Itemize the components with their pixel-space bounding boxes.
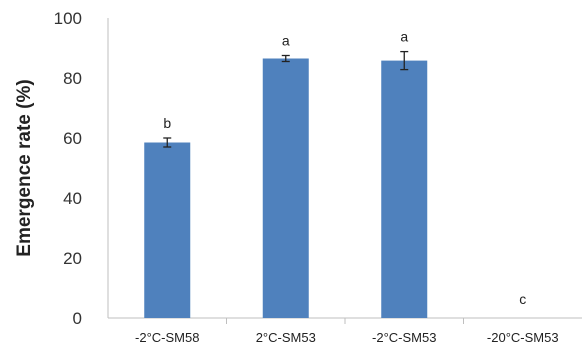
significance-letter: b — [163, 115, 171, 131]
significance-letter: a — [282, 33, 290, 49]
bar — [262, 58, 309, 318]
y-tick-label: 0 — [73, 309, 82, 328]
y-tick-label: 100 — [54, 9, 82, 28]
y-tick-labels: 0 20 40 60 80 100 — [54, 9, 82, 328]
y-tick-label: 40 — [63, 189, 82, 208]
significance-letter: a — [400, 29, 408, 45]
category-label: -20°C-SM53 — [487, 330, 559, 345]
bars-group — [144, 58, 428, 318]
bar — [381, 60, 428, 318]
error-bars-group — [163, 50, 409, 148]
category-label: 2°C-SM53 — [256, 330, 316, 345]
bar — [144, 142, 191, 318]
category-label: -2°C-SM58 — [135, 330, 199, 345]
significance-letter: c — [519, 291, 526, 307]
y-axis-title: Emergence rate (%) — [14, 79, 35, 256]
y-tick-label: 80 — [63, 69, 82, 88]
category-label: -2°C-SM53 — [372, 330, 436, 345]
significance-letters-group: b a a c — [163, 29, 526, 307]
y-tick-label: 60 — [63, 129, 82, 148]
y-tick-label: 20 — [63, 249, 82, 268]
category-labels-group: -2°C-SM58 2°C-SM53 -2°C-SM53 -20°C-SM53 — [135, 318, 559, 345]
